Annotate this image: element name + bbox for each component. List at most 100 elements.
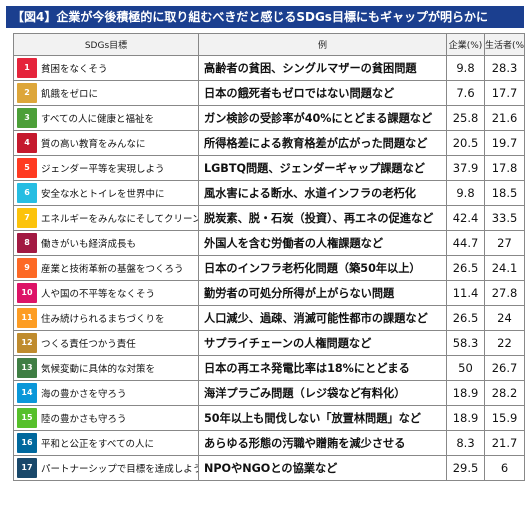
company-value: 9.8 [446, 55, 485, 81]
table-row: 3 すべての人に健康と福祉を ガン検診の受診率が40%にとどまる課題など 25.8 21… [13, 105, 525, 131]
goal-number: 8 [24, 238, 30, 247]
example-cell: 外国人を含む労働者の人権課題など [198, 230, 447, 256]
sdg-goal-icon: 14 [17, 383, 37, 403]
goal-number: 15 [21, 413, 33, 422]
goal-label: すべての人に健康と福祉を [41, 114, 154, 125]
goal-label: 気候変動に具体的な対策を [41, 364, 156, 375]
table-row: 1 貧困をなくそう 高齢者の貧困、シングルマザーの貧困問題 9.8 28.3 [13, 55, 525, 81]
example-cell: 50年以上も間伐しない「放置林問題」など [198, 405, 447, 431]
company-value: 8.3 [446, 430, 485, 456]
table-row: 10 人や国の不平等をなくそう 勤労者の可処分所得が上がらない問題 11.4 27.8 [13, 280, 525, 306]
consumer-value: 33.5 [484, 205, 525, 231]
table-row: 8 働きがいも経済成長も 外国人を含む労働者の人権課題など 44.7 27 [13, 230, 525, 256]
table-row: 15 陸の豊かさも守ろう 50年以上も間伐しない「放置林問題」など 18.9 15.9 [13, 405, 525, 431]
goal-cell: 5 ジェンダー平等を実現しよう [13, 155, 199, 181]
table-row: 17 パートナーシップで目標を達成しよう NPOやNGOとの協業など 29.5 6 [13, 455, 525, 481]
example-cell: 日本のインフラ老朽化問題（築50年以上） [198, 255, 447, 281]
sdg-goal-icon: 10 [17, 283, 37, 303]
example-cell: 勤労者の可処分所得が上がらない問題 [198, 280, 447, 306]
sdg-goal-icon: 16 [17, 433, 37, 453]
goal-number: 13 [21, 363, 33, 372]
company-value: 42.4 [446, 205, 485, 231]
goal-number: 10 [21, 288, 33, 297]
goal-cell: 1 貧困をなくそう [13, 55, 199, 81]
goal-label: エネルギーをみんなにそしてクリーンに [41, 214, 198, 225]
sdg-goal-icon: 9 [17, 258, 37, 278]
consumer-value: 6 [484, 455, 525, 481]
company-value: 18.9 [446, 405, 485, 431]
goal-number: 4 [24, 138, 30, 147]
sdg-goal-icon: 12 [17, 333, 37, 353]
consumer-value: 21.7 [484, 430, 525, 456]
sdg-goal-icon: 7 [17, 208, 37, 228]
goal-label: 貧困をなくそう [41, 64, 108, 75]
company-value: 58.3 [446, 330, 485, 356]
consumer-value: 24.1 [484, 255, 525, 281]
example-cell: ガン検診の受診率が40%にとどまる課題など [198, 105, 447, 131]
goal-cell: 3 すべての人に健康と福祉を [13, 105, 199, 131]
company-value: 44.7 [446, 230, 485, 256]
table-body: 1 貧困をなくそう 高齢者の貧困、シングルマザーの貧困問題 9.8 28.3 2 飢餓をゼロ… [13, 55, 525, 481]
goal-cell: 2 飢餓をゼロに [13, 80, 199, 106]
goal-cell: 8 働きがいも経済成長も [13, 230, 199, 256]
example-cell: 海洋プラごみ問題（レジ袋など有料化） [198, 380, 447, 406]
consumer-value: 19.7 [484, 130, 525, 156]
company-value: 11.4 [446, 280, 485, 306]
example-cell: LGBTQ問題、ジェンダーギャップ課題など [198, 155, 447, 181]
company-value: 26.5 [446, 255, 485, 281]
table-row: 13 気候変動に具体的な対策を 日本の再エネ発電比率は18%にとどまる 50 26.7 [13, 355, 525, 381]
goal-number: 2 [24, 88, 30, 97]
example-cell: サプライチェーンの人権問題など [198, 330, 447, 356]
goal-label: 海の豊かさを守ろう [41, 389, 127, 400]
goal-cell: 12 つくる責任つかう責任 [13, 330, 199, 356]
goal-cell: 14 海の豊かさを守ろう [13, 380, 199, 406]
consumer-value: 28.3 [484, 55, 525, 81]
sdg-goal-icon: 15 [17, 408, 37, 428]
company-value: 9.8 [446, 180, 485, 206]
table-row: 6 安全な水とトイレを世界中に 風水害による断水、水道インフラの老朽化 9.8 18.5 [13, 180, 525, 206]
example-cell: 脱炭素、脱・石炭（投資）、再エネの促進など [198, 205, 447, 231]
goal-label: 産業と技術革新の基盤をつくろう [41, 264, 184, 275]
goal-label: 人や国の不平等をなくそう [41, 289, 156, 300]
goal-label: 働きがいも経済成長も [41, 239, 137, 250]
example-cell: 所得格差による教育格差が広がった問題など [198, 130, 447, 156]
example-cell: 日本の再エネ発電比率は18%にとどまる [198, 355, 447, 381]
goal-number: 14 [21, 388, 33, 397]
goal-label: 安全な水とトイレを世界中に [41, 189, 165, 200]
header-company: 企業(%) [446, 33, 485, 56]
consumer-value: 24 [484, 305, 525, 331]
goal-number: 9 [24, 263, 30, 272]
company-value: 25.8 [446, 105, 485, 131]
goal-cell: 9 産業と技術革新の基盤をつくろう [13, 255, 199, 281]
company-value: 7.6 [446, 80, 485, 106]
table-row: 7 エネルギーをみんなにそしてクリーンに 脱炭素、脱・石炭（投資）、再エネの促進など… [13, 205, 525, 231]
consumer-value: 21.6 [484, 105, 525, 131]
table-row: 2 飢餓をゼロに 日本の餓死者もゼロではない問題など 7.6 17.7 [13, 80, 525, 106]
goal-label: つくる責任つかう責任 [41, 339, 136, 350]
goal-cell: 17 パートナーシップで目標を達成しよう [13, 455, 199, 481]
sdgs-table: SDGs目標 例 企業(%) 生活者(%) 1 貧困をなくそう 高齢者の貧困、シング… [13, 33, 525, 481]
goal-cell: 13 気候変動に具体的な対策を [13, 355, 199, 381]
table-row: 11 住み続けられるまちづくりを 人口減少、過疎、消滅可能性都市の課題など 26.5 2… [13, 305, 525, 331]
sdg-goal-icon: 4 [17, 133, 37, 153]
goal-number: 5 [24, 163, 30, 172]
table-row: 16 平和と公正をすべての人に あらゆる形態の汚職や贈賄を減少させる 8.3 21.7 [13, 430, 525, 456]
sdg-goal-icon: 11 [17, 308, 37, 328]
goal-number: 3 [24, 113, 30, 122]
example-cell: 高齢者の貧困、シングルマザーの貧困問題 [198, 55, 447, 81]
table-row: 5 ジェンダー平等を実現しよう LGBTQ問題、ジェンダーギャップ課題など 37.9 1… [13, 155, 525, 181]
goal-label: 飢餓をゼロに [41, 89, 99, 100]
goal-number: 16 [21, 438, 33, 447]
consumer-value: 26.7 [484, 355, 525, 381]
goal-label: 平和と公正をすべての人に [41, 439, 154, 450]
sdg-goal-icon: 13 [17, 358, 37, 378]
chart-title: 【図4】企業が今後積極的に取り組むべきだと感じるSDGs目標にもギャップが明らか… [6, 6, 524, 28]
goal-cell: 7 エネルギーをみんなにそしてクリーンに [13, 205, 199, 231]
sdg-goal-icon: 5 [17, 158, 37, 178]
goal-label: 陸の豊かさも守ろう [41, 414, 127, 425]
goal-cell: 11 住み続けられるまちづくりを [13, 305, 199, 331]
consumer-value: 27 [484, 230, 525, 256]
goal-cell: 15 陸の豊かさも守ろう [13, 405, 199, 431]
example-cell: 日本の餓死者もゼロではない問題など [198, 80, 447, 106]
